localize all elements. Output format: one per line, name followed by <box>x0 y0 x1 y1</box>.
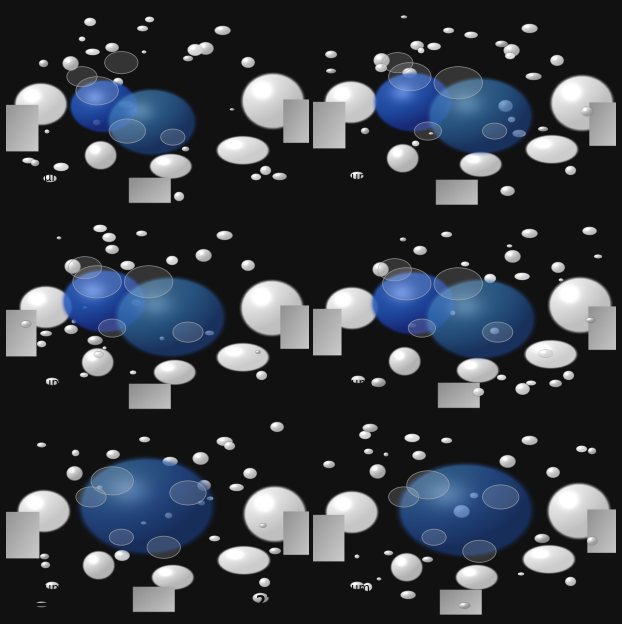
Circle shape <box>434 67 483 99</box>
Circle shape <box>434 268 483 300</box>
Text: 100 μm: 100 μm <box>325 376 370 389</box>
Text: 33.720 s: 33.720 s <box>230 185 300 200</box>
Text: 100 μm: 100 μm <box>18 376 63 389</box>
Text: 100 μm: 100 μm <box>18 172 63 185</box>
Circle shape <box>407 470 449 499</box>
Circle shape <box>463 540 496 562</box>
Circle shape <box>109 119 146 143</box>
Circle shape <box>414 122 442 140</box>
Circle shape <box>76 487 106 507</box>
Circle shape <box>73 266 121 298</box>
Circle shape <box>483 322 513 342</box>
Circle shape <box>378 258 411 281</box>
Circle shape <box>483 123 507 139</box>
Circle shape <box>408 319 435 337</box>
Circle shape <box>383 52 413 72</box>
Circle shape <box>383 268 431 300</box>
Circle shape <box>99 319 126 337</box>
Text: 36.951 s: 36.951 s <box>536 595 606 610</box>
Circle shape <box>483 485 519 509</box>
Text: 35.769 s: 35.769 s <box>536 185 606 200</box>
Circle shape <box>104 52 138 74</box>
Circle shape <box>170 481 206 505</box>
Text: 35.770 s: 35.770 s <box>230 389 300 404</box>
Text: 100 μm: 100 μm <box>325 172 370 185</box>
Text: 100 μm: 100 μm <box>325 582 370 595</box>
Circle shape <box>91 467 134 495</box>
Circle shape <box>109 529 134 545</box>
Circle shape <box>160 129 185 145</box>
Circle shape <box>76 77 118 105</box>
Circle shape <box>67 67 97 87</box>
Text: 35.771 s: 35.771 s <box>536 389 606 404</box>
Text: 100 μm: 100 μm <box>18 582 63 595</box>
Text: 36.270 s: 36.270 s <box>230 595 300 610</box>
Circle shape <box>173 322 203 342</box>
Circle shape <box>147 536 180 558</box>
Circle shape <box>68 256 101 279</box>
Circle shape <box>389 487 419 507</box>
Circle shape <box>389 62 431 91</box>
Circle shape <box>422 529 446 545</box>
Circle shape <box>124 266 173 298</box>
